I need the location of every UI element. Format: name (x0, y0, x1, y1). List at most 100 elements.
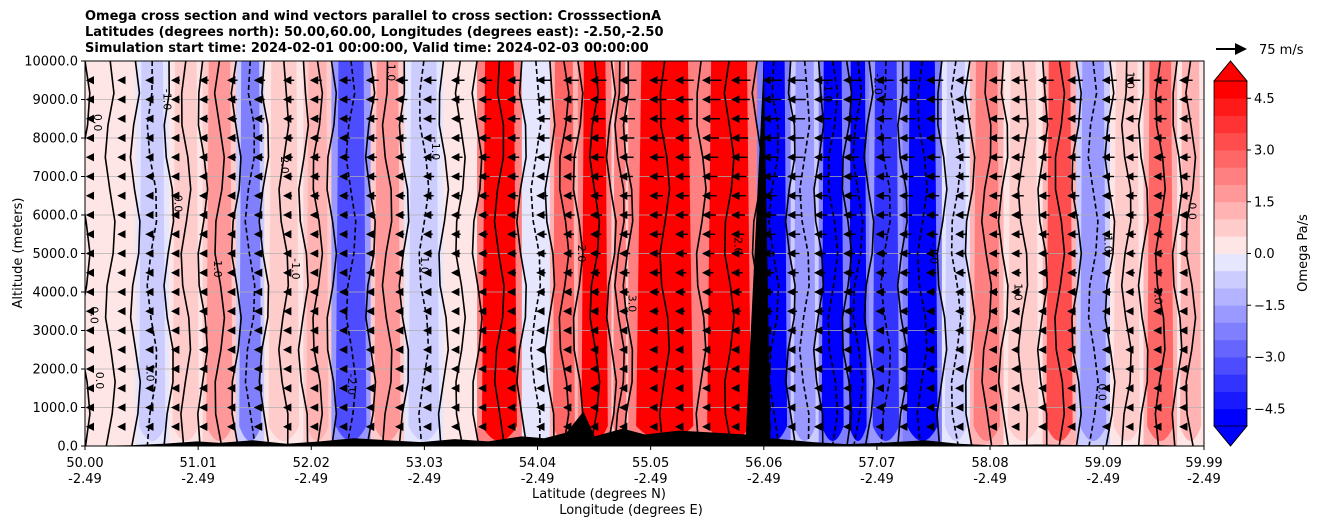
contour-label: 1.0 (211, 260, 224, 278)
x-tick-label-lat: 58.08 (971, 456, 1008, 471)
x-tick-label-lon: -2.49 (747, 472, 781, 487)
contour-label: 2.0 (575, 245, 588, 263)
contour-label: 1.0 (1124, 72, 1137, 90)
x-tick-label-lon: -2.49 (68, 472, 102, 487)
omega-band-core (636, 61, 694, 441)
colorbar-segment (1214, 322, 1247, 341)
contour-line (1071, 61, 1083, 446)
colorbar-frame (1213, 60, 1248, 447)
negative-contour-line (950, 61, 962, 446)
title-line-1: Omega cross section and wind vectors par… (85, 9, 662, 24)
omega-band-core (793, 61, 816, 441)
negative-contour-line (1087, 61, 1099, 446)
y-tick-label: 0.0 (57, 440, 78, 455)
contour-label: -2.0 (872, 73, 885, 94)
contour-label: 1.0 (384, 64, 397, 82)
contour-label: -1.0 (429, 139, 442, 160)
contour-line (695, 61, 707, 446)
x-tick-label-lon: -2.49 (408, 472, 442, 487)
omega-band-core (239, 61, 262, 441)
title-line-2: Latitudes (degrees north): 50.00,60.00, … (85, 25, 664, 40)
x-axis: 50.00-2.4951.01-2.4952.02-2.4953.03-2.49… (66, 446, 1223, 487)
contour-line (197, 61, 209, 446)
omega-band-core (374, 61, 401, 441)
contour-line (1054, 61, 1066, 446)
colorbar-tick-label: −3.0 (1254, 351, 1286, 366)
contour-line (163, 61, 175, 446)
x-tick-label-lat: 53.03 (406, 456, 443, 471)
omega-band-core (973, 61, 1000, 441)
x-tick-label-lat: 57.07 (858, 456, 895, 471)
x-tick-label-lat: 54.04 (519, 456, 556, 471)
omega-band-core (1046, 61, 1073, 441)
colorbar-tick-label: 4.5 (1254, 92, 1275, 107)
contour-line (326, 61, 338, 446)
omega-band-core (206, 61, 233, 441)
x-tick-label-lat: 52.02 (293, 456, 330, 471)
x-tick-label-lat: 55.05 (632, 456, 669, 471)
contour-line (104, 61, 116, 446)
colorbar-segment (1214, 150, 1247, 168)
contour-line (572, 61, 584, 446)
contour-line (723, 61, 735, 446)
quiver-key-label: 75 m/s (1259, 43, 1304, 58)
contour-line (1171, 61, 1183, 446)
x-tick-label-lon: -2.49 (1187, 472, 1221, 487)
omega-band-core (872, 61, 900, 441)
y-tick-label: 3000.0 (33, 324, 79, 339)
contour-label: -1.0 (1101, 231, 1114, 252)
colorbar-tick-label: 3.0 (1254, 144, 1275, 159)
omega-band-core (1079, 61, 1107, 441)
negative-contour-line (418, 61, 430, 446)
contour-line (614, 61, 626, 446)
colorbar-segment (1214, 253, 1247, 272)
contour-line (1137, 61, 1149, 446)
y-tick-label: 4000.0 (33, 286, 79, 301)
colorbar-segment (1214, 132, 1247, 151)
contour-label: 2.0 (1152, 287, 1165, 305)
omega-band-core (707, 61, 752, 441)
omega-band-core (849, 61, 867, 441)
contour-label: 0.0 (1185, 202, 1198, 220)
y-tick-label: 6000.0 (33, 209, 79, 224)
contour-label: -1.0 (160, 89, 173, 110)
colorbar-segment (1214, 288, 1247, 306)
omega-band-core (447, 61, 474, 441)
x-tick-label-lon: -2.49 (521, 472, 555, 487)
colorbar-segment (1214, 270, 1247, 289)
colorbar-segment (1214, 236, 1247, 254)
colorbar-segment (1214, 115, 1247, 134)
contour-line (1104, 61, 1116, 446)
omega-band-core (408, 61, 440, 441)
contour-label: -1.0 (289, 258, 302, 279)
colorbar-tick-label: 0.0 (1254, 247, 1275, 262)
colorbar-tick-label: −1.5 (1254, 299, 1286, 314)
omega-band-core (268, 61, 300, 441)
contour-line (493, 61, 506, 446)
omega-band-core (1147, 61, 1174, 441)
contour-line (471, 61, 483, 446)
contour-layer (85, 61, 1197, 446)
negative-contour-line (798, 61, 811, 446)
negative-contour-line (916, 61, 928, 446)
contour-label: -2.0 (345, 374, 358, 395)
colorbar-tick-label: 1.5 (1254, 195, 1275, 210)
colorbar-segment (1214, 98, 1247, 116)
x-tick-label-lon: -2.49 (860, 472, 894, 487)
contour-line (936, 61, 948, 446)
contour-line (437, 61, 450, 446)
x-tick-label-lon: -2.49 (181, 472, 215, 487)
colorbar-extend-max (1213, 60, 1248, 82)
title-line-3: Simulation start time: 2024-02-01 00:00:… (85, 41, 649, 56)
omega-band-core (821, 61, 844, 441)
x-tick-label-lat: 59.09 (1085, 456, 1122, 471)
contour-line (544, 61, 556, 446)
plot-area: 0.0 0.0 0.0 1.0 -1.0 0.0 1.0 -1.0 2.0 1.0 -1.0 1.0 -… (85, 61, 1204, 446)
omega-band-core (306, 61, 329, 441)
contour-line (516, 61, 528, 446)
negative-contour-line (244, 61, 256, 446)
omega-band-core (139, 61, 166, 441)
y-tick-label: 5000.0 (33, 247, 79, 262)
y-tick-label: 9000.0 (33, 93, 79, 108)
